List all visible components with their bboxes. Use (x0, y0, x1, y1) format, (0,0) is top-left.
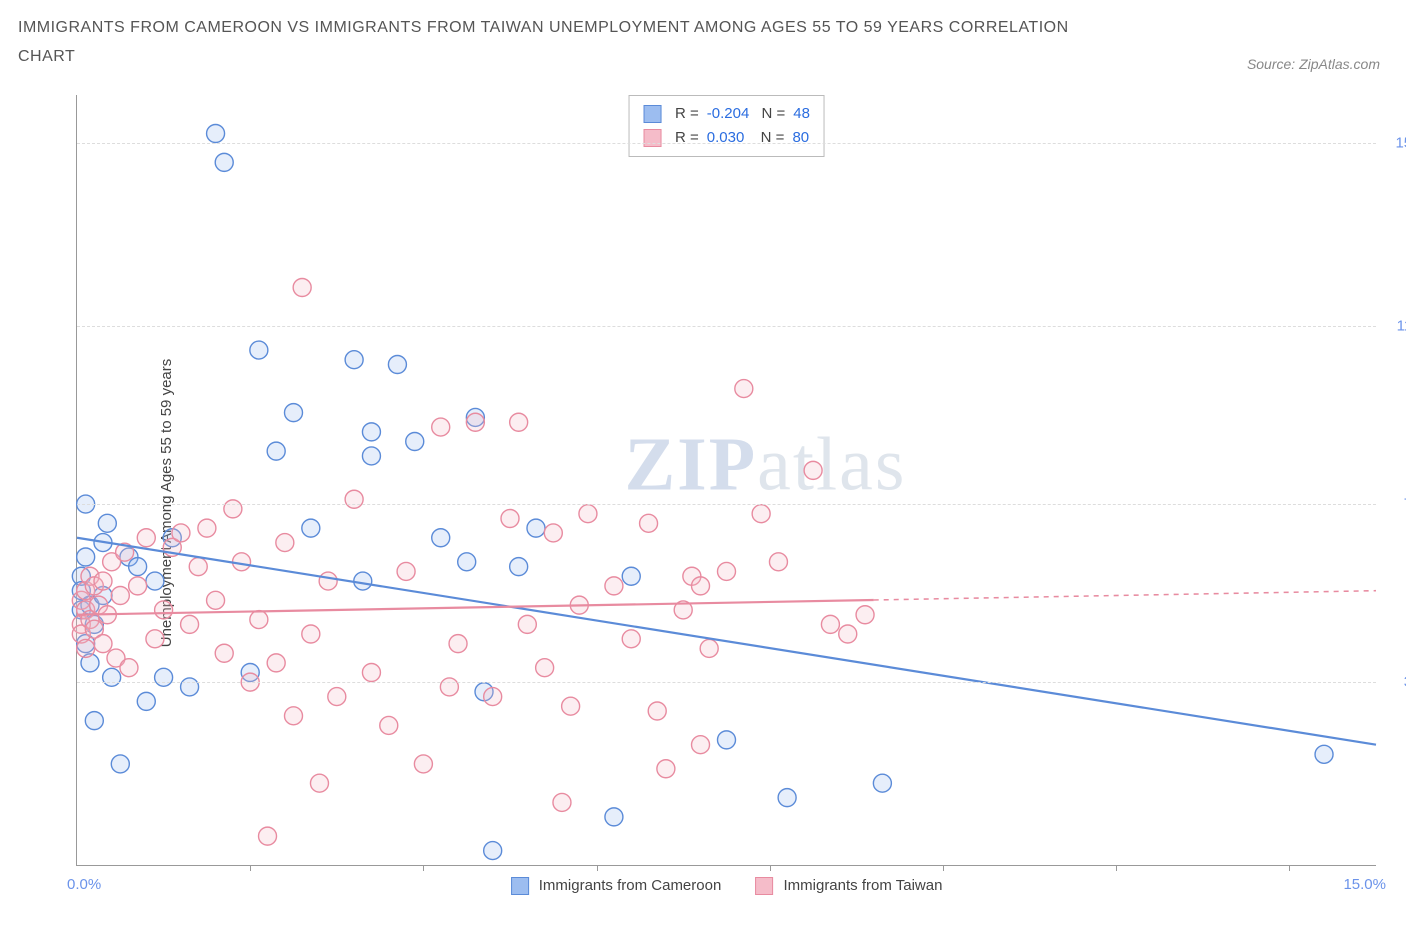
chart-title: IMMIGRANTS FROM CAMEROON VS IMMIGRANTS F… (18, 14, 1118, 72)
plot-area: ZIPatlas R = -0.204 N = 48 R = 0.030 N =… (76, 95, 1376, 866)
bottom-legend: Immigrants from Cameroon Immigrants from… (511, 877, 943, 895)
y-tick-label: 11.2% (1397, 318, 1406, 335)
source-attribution: Source: ZipAtlas.com (1247, 56, 1380, 72)
swatch-cameroon-bottom (511, 877, 529, 895)
r-value-taiwan: 0.030 (707, 126, 745, 150)
y-tick-label: 15.0% (1395, 135, 1406, 152)
chart-container: Unemployment Among Ages 55 to 59 years Z… (18, 95, 1388, 910)
legend-item-cameroon: Immigrants from Cameroon (511, 877, 722, 895)
stats-row-cameroon: R = -0.204 N = 48 (643, 102, 810, 126)
r-value-cameroon: -0.204 (707, 102, 750, 126)
scatter-svg (77, 95, 1376, 865)
swatch-cameroon (643, 105, 661, 123)
swatch-taiwan (643, 129, 661, 147)
x-axis-min-label: 0.0% (67, 876, 101, 893)
stats-row-taiwan: R = 0.030 N = 80 (643, 126, 810, 150)
n-value-cameroon: 48 (793, 102, 810, 126)
x-axis-max-label: 15.0% (1343, 876, 1386, 893)
n-value-taiwan: 80 (792, 126, 809, 150)
legend-item-taiwan: Immigrants from Taiwan (755, 877, 942, 895)
stats-legend-box: R = -0.204 N = 48 R = 0.030 N = 80 (628, 95, 825, 157)
swatch-taiwan-bottom (755, 877, 773, 895)
